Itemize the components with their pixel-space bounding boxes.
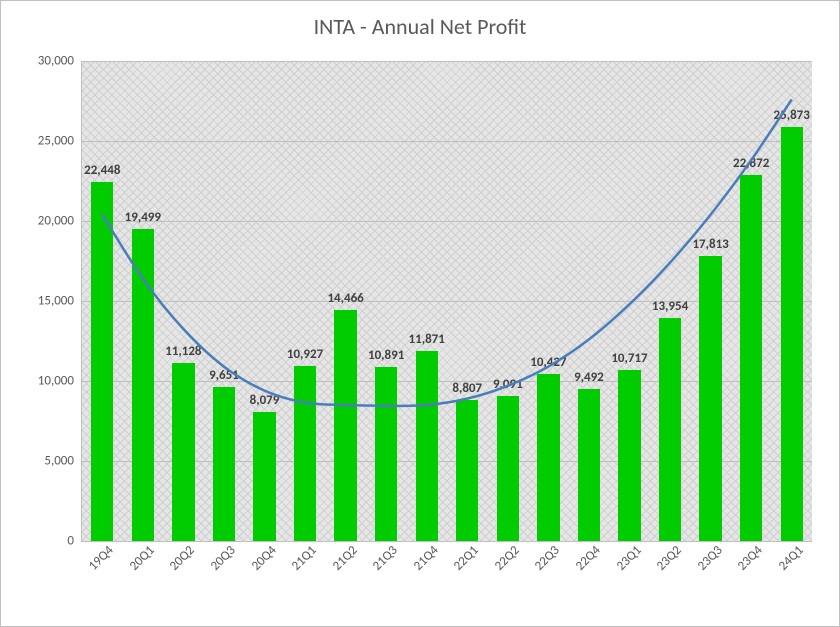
x-tick-label: 20Q1 [127,543,158,574]
chart-title: INTA - Annual Net Profit [1,1,839,40]
x-tick-label: 23Q2 [654,543,685,574]
x-tick-label: 21Q3 [370,543,401,574]
x-tick-label: 22Q2 [492,543,523,574]
x-tick-label: 20Q3 [208,543,239,574]
x-tick-label: 21Q2 [329,543,360,574]
y-tick-label: 10,000 [38,374,82,389]
y-tick-label: 15,000 [38,294,82,309]
x-tick-label: 24Q1 [776,543,807,574]
x-tick-label: 20Q2 [167,543,198,574]
x-tick-label: 19Q4 [86,543,117,574]
x-tick-label: 20Q4 [248,543,279,574]
y-tick-label: 0 [67,534,82,549]
trendline-path [102,99,791,405]
y-tick-label: 30,000 [38,54,82,69]
x-tick-label: 23Q3 [694,543,725,574]
x-tick-label: 23Q1 [613,543,644,574]
chart-container: INTA - Annual Net Profit 05,00010,00015,… [0,0,840,627]
x-tick-label: 23Q4 [735,543,766,574]
x-tick-label: 22Q3 [532,543,563,574]
x-labels-layer: 19Q4 20Q1 20Q2 20Q3 20Q4 21Q1 21Q2 21Q3 21Q4 22Q1… [82,541,812,601]
y-tick-label: 25,000 [38,134,82,149]
x-tick-label: 21Q4 [411,543,442,574]
x-tick-label: 22Q1 [451,543,482,574]
x-tick-label: 21Q1 [289,543,320,574]
x-tick-label: 22Q4 [573,543,604,574]
y-tick-label: 20,000 [38,214,82,229]
plot-area: 05,00010,00015,00020,00025,00030,00022,4… [81,61,812,542]
trendline [82,61,812,541]
y-tick-label: 5,000 [44,454,82,469]
